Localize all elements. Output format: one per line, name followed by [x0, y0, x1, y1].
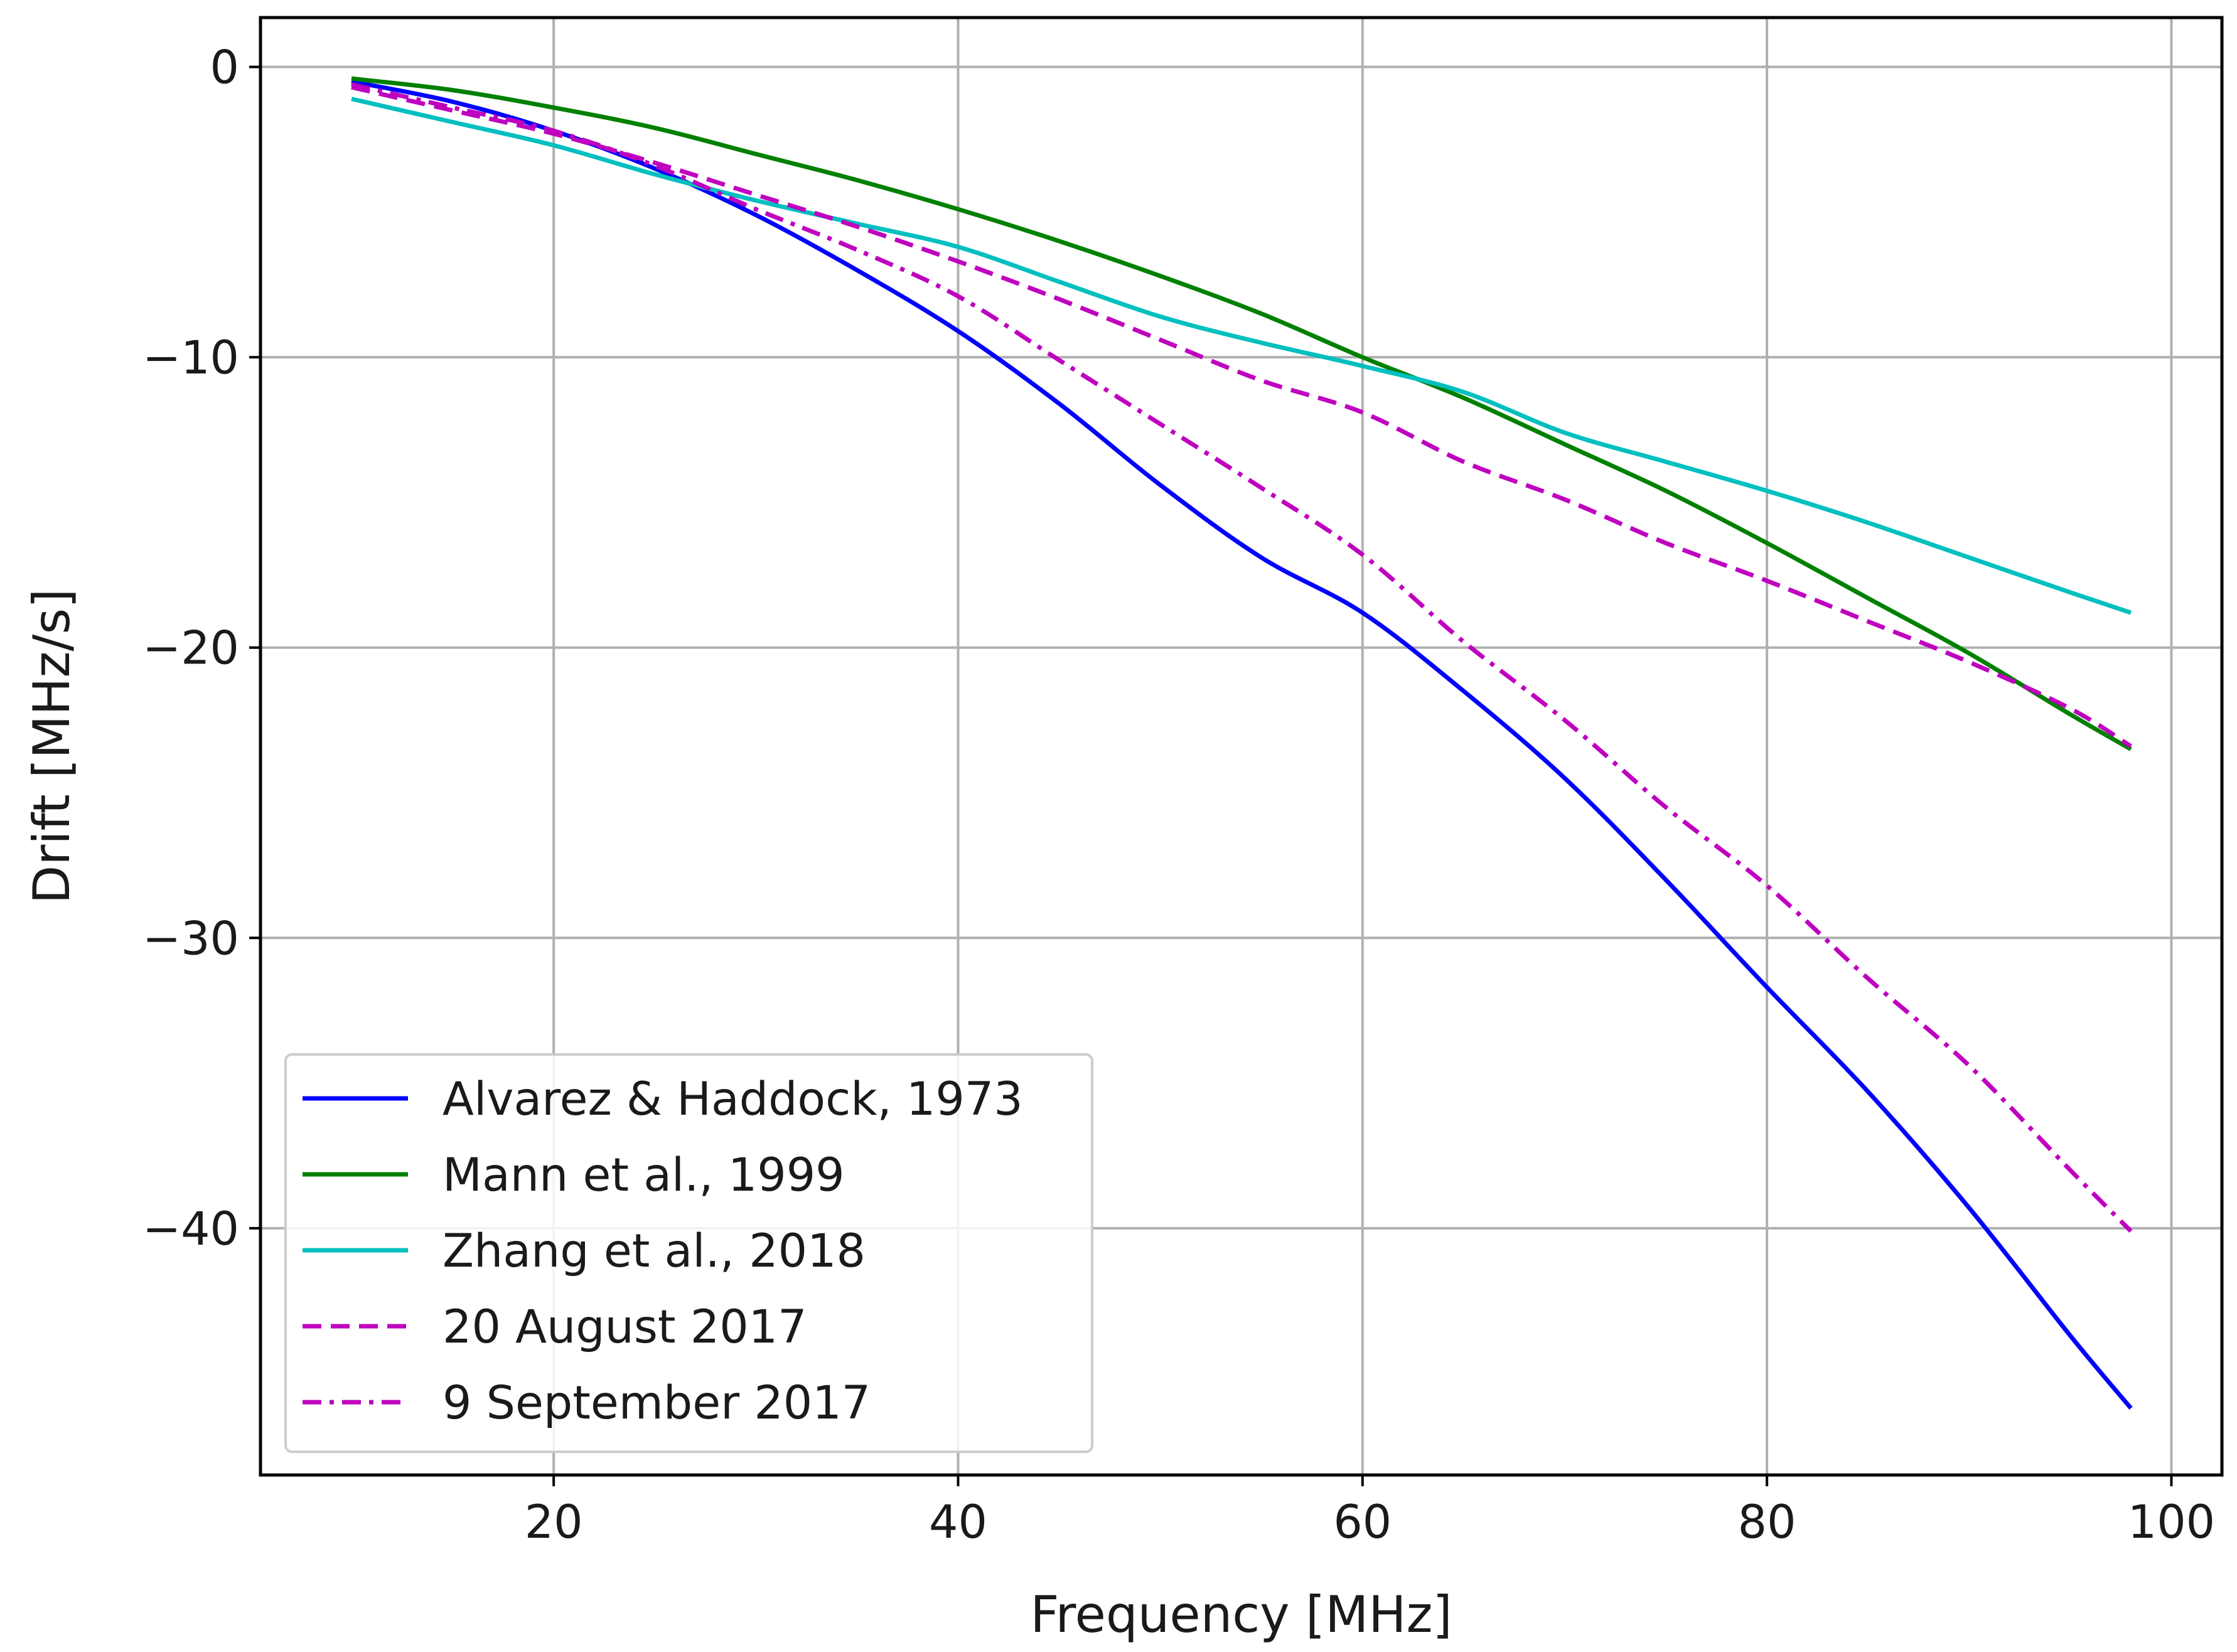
series-line-2 — [351, 76, 2132, 751]
legend-label-1: Alvarez & Haddock, 1973 — [443, 1073, 1023, 1126]
y-tick-label: −40 — [142, 1203, 239, 1256]
y-tick-label: 0 — [210, 41, 239, 95]
legend-label-4: 20 August 2017 — [443, 1301, 807, 1354]
plot-area-frame — [259, 16, 2224, 1477]
x-tick-label: 80 — [1738, 1496, 1796, 1549]
y-tick-label: −30 — [142, 912, 239, 965]
series-line-3 — [351, 97, 2132, 615]
legend-label-5: 9 September 2017 — [443, 1376, 871, 1430]
series-line-5 — [351, 82, 2133, 1233]
x-tick-label: 40 — [929, 1496, 987, 1549]
x-tick-label: 20 — [525, 1496, 583, 1549]
legend: Alvarez & Haddock, 1973 Mann et al., 1999… — [284, 1053, 1093, 1453]
legend-box — [284, 1053, 1093, 1453]
y-axis-label: Drift [MHz/s] — [23, 589, 81, 904]
legend-label-3: Zhang et al., 2018 — [443, 1225, 866, 1278]
y-tick-label: −20 — [142, 622, 239, 675]
x-tick-label: 100 — [2128, 1496, 2215, 1549]
x-tick-label: 60 — [1333, 1496, 1392, 1549]
x-axis-label: Frequency [MHz] — [1030, 1585, 1452, 1644]
series-line-4 — [351, 85, 2132, 748]
plot-lines — [351, 76, 2133, 1410]
grid — [260, 18, 2222, 1475]
y-tick-label: −10 — [142, 331, 239, 385]
axis-ticks: 20 40 60 80 100 0 −10 −20 −30 −40 — [142, 41, 2215, 1549]
legend-label-2: Mann et al., 1999 — [443, 1149, 845, 1202]
